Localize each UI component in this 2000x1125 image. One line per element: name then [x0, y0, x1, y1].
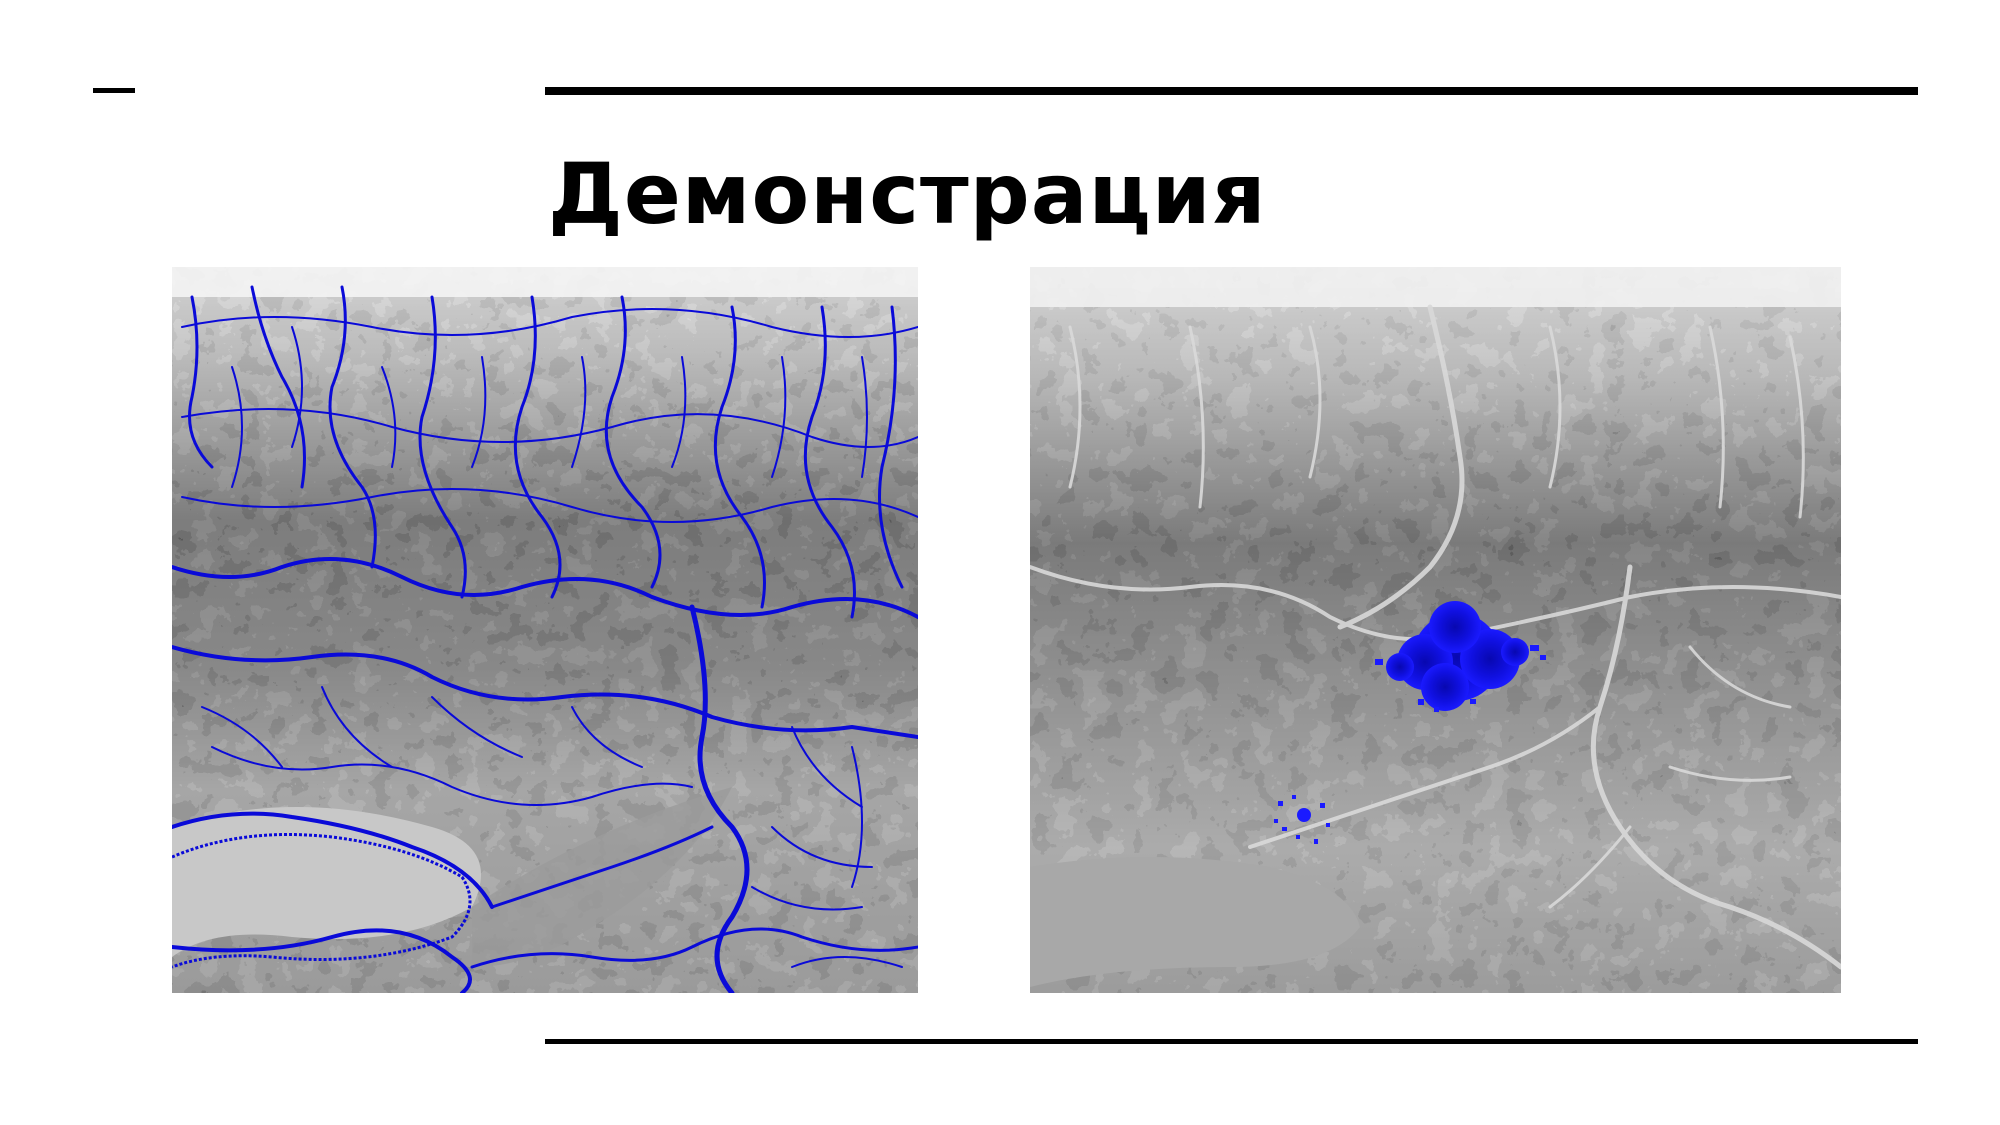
river-network-map [172, 267, 918, 993]
top-rule [545, 87, 1918, 95]
flood-spot-map [1030, 267, 1841, 993]
river-network-image [172, 267, 918, 993]
slide-title: Демонстрация [548, 145, 1267, 243]
small-flood-spot [1274, 795, 1330, 844]
flood-spot-image [1030, 267, 1841, 993]
bottom-rule [545, 1039, 1918, 1044]
accent-dash [93, 88, 135, 93]
flood-spot [1386, 601, 1529, 711]
